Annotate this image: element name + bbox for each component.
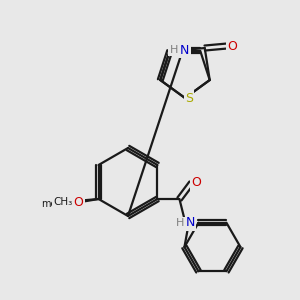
Text: O: O — [191, 176, 201, 190]
Text: O: O — [227, 40, 237, 52]
Text: N: N — [180, 44, 189, 56]
Text: O: O — [70, 194, 80, 208]
Text: H: H — [176, 218, 184, 228]
Text: O: O — [74, 196, 83, 208]
Text: N: N — [186, 217, 195, 230]
Text: H: H — [169, 45, 178, 55]
Text: S: S — [185, 92, 193, 104]
Text: CH₃: CH₃ — [53, 197, 72, 207]
Text: methoxy: methoxy — [41, 199, 84, 209]
